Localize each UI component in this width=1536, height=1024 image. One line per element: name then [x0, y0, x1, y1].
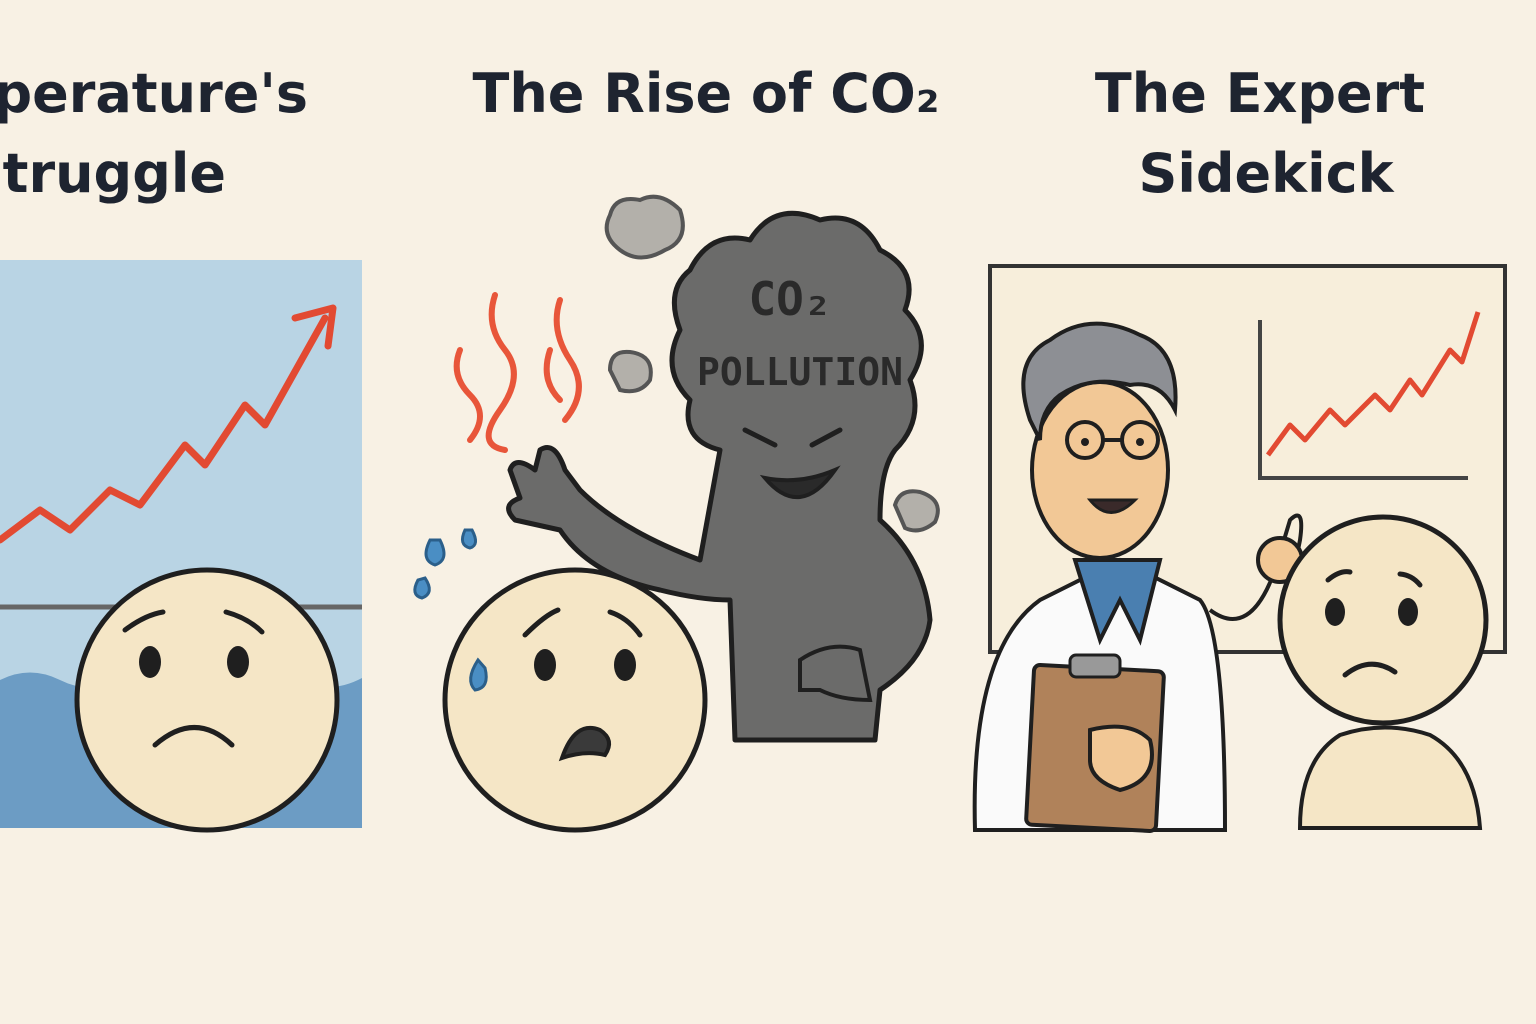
cloud-label: POLLUTION	[697, 350, 903, 394]
cloud-label: CO₂	[748, 272, 831, 326]
panel-title-line: The Rise of CO₂	[473, 62, 940, 125]
panel-three-art	[972, 264, 1507, 833]
panel-one-art	[0, 260, 362, 833]
panel-title-line: Temperature's	[0, 62, 308, 125]
panel-title-line: Sidekick	[1138, 142, 1394, 205]
panel-two-art: CO₂ POLLUTION	[413, 194, 940, 833]
panel-title-line: The Expert	[1095, 62, 1425, 125]
panel-title-line: Struggle	[0, 142, 226, 205]
